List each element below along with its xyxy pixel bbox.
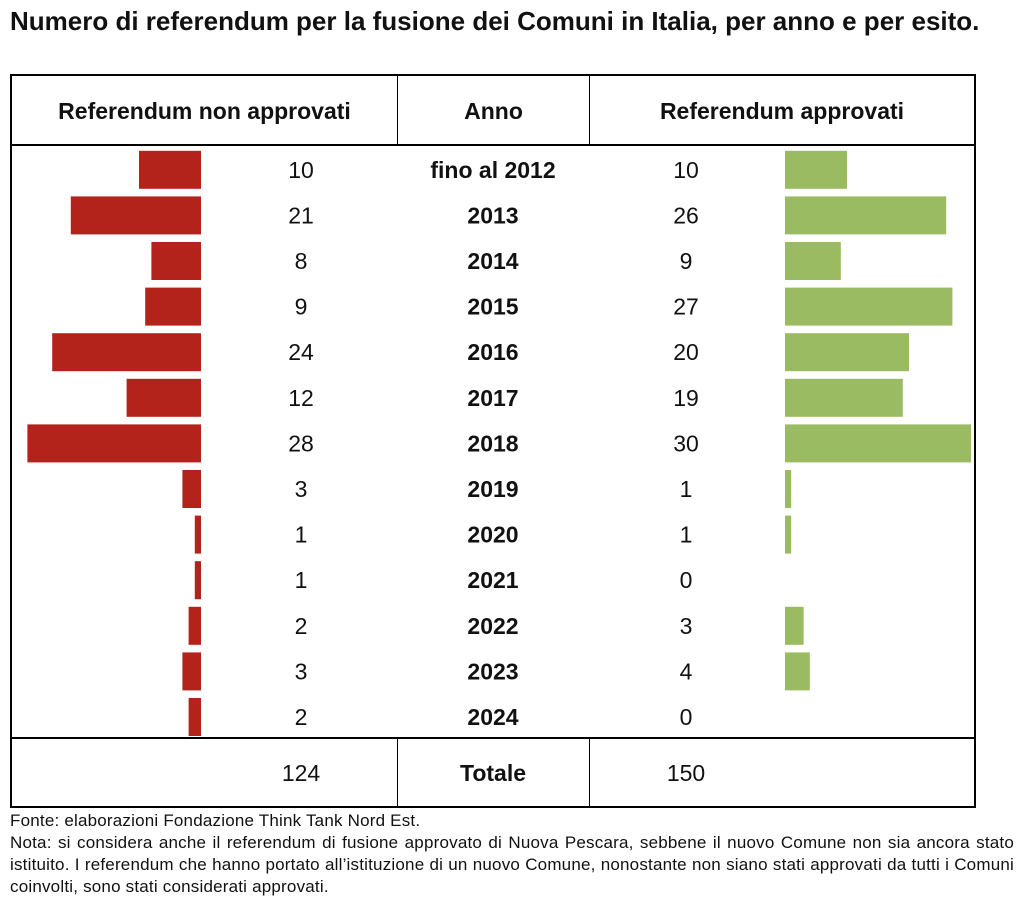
- column-divider-right-totals: [589, 737, 590, 808]
- year-label: 2013: [467, 202, 518, 228]
- value-not-approved: 10: [288, 157, 314, 183]
- value-not-approved: 12: [288, 385, 314, 411]
- value-approved: 26: [673, 202, 699, 228]
- header-divider: [10, 144, 976, 146]
- column-divider-right-header: [589, 74, 590, 146]
- value-approved: 0: [680, 704, 693, 730]
- year-label: 2016: [467, 339, 518, 365]
- year-label: 2021: [467, 567, 518, 593]
- bar-approved: [785, 196, 947, 235]
- value-approved: 9: [680, 248, 693, 274]
- year-label: 2014: [467, 248, 518, 274]
- total-label: Totale: [460, 760, 526, 786]
- value-approved: 0: [680, 567, 693, 593]
- total-approved: 150: [667, 760, 705, 786]
- value-approved: 20: [673, 339, 699, 365]
- bar-approved: [785, 287, 953, 326]
- header-approved: Referendum approvati: [659, 98, 905, 124]
- value-not-approved: 3: [295, 658, 308, 684]
- chart-title: Numero di referendum per la fusione dei …: [10, 6, 980, 36]
- value-approved: 1: [680, 476, 693, 502]
- bar-approved: [785, 150, 847, 189]
- bar-not-approved: [52, 333, 202, 372]
- value-not-approved: 8: [295, 248, 308, 274]
- bar-approved: [785, 333, 909, 372]
- bar-not-approved: [182, 652, 201, 691]
- bar-not-approved: [27, 424, 202, 463]
- bar-approved: [785, 652, 810, 691]
- value-not-approved: 1: [295, 522, 308, 548]
- year-label: 2015: [467, 294, 518, 320]
- bar-not-approved: [194, 515, 201, 554]
- value-not-approved: 2: [295, 613, 308, 639]
- value-approved: 27: [673, 294, 699, 320]
- bar-approved: [785, 242, 841, 280]
- value-not-approved: 21: [288, 202, 314, 228]
- bar-not-approved: [182, 470, 201, 508]
- footnote: Nota: si considera anche il referendum d…: [10, 833, 1014, 896]
- year-label: 2022: [467, 613, 518, 639]
- value-not-approved: 2: [295, 704, 308, 730]
- table-frame: [10, 74, 976, 808]
- column-divider-left-totals: [397, 737, 398, 808]
- value-approved: 19: [673, 385, 699, 411]
- bar-not-approved: [194, 561, 201, 600]
- value-not-approved: 3: [295, 476, 308, 502]
- totals-row: 124 Totale 150: [282, 760, 705, 786]
- source-note: Fonte: elaborazioni Fondazione Think Tan…: [10, 811, 421, 830]
- value-approved: 10: [673, 157, 699, 183]
- year-label: fino al 2012: [430, 157, 555, 183]
- bar-not-approved: [145, 287, 201, 326]
- bar-approved: [785, 378, 903, 417]
- bar-not-approved: [70, 196, 201, 235]
- value-not-approved: 28: [288, 430, 314, 456]
- year-label: 2019: [467, 476, 518, 502]
- bar-approved: [785, 515, 792, 554]
- year-label: 2020: [467, 522, 518, 548]
- column-divider-left-header: [397, 74, 398, 146]
- year-label: 2024: [467, 704, 518, 730]
- bar-not-approved: [139, 150, 201, 189]
- value-approved: 30: [673, 430, 699, 456]
- header-not-approved: Referendum non approvati: [58, 98, 351, 124]
- value-approved: 4: [680, 658, 693, 684]
- bar-not-approved: [188, 698, 201, 736]
- value-approved: 3: [680, 613, 693, 639]
- value-not-approved: 24: [288, 339, 314, 365]
- bar-approved: [785, 424, 971, 463]
- totals-divider: [10, 737, 976, 739]
- value-not-approved: 1: [295, 567, 308, 593]
- header-year: Anno: [464, 98, 523, 124]
- bar-approved: [785, 470, 792, 508]
- year-label: 2023: [467, 658, 518, 684]
- total-not-approved: 124: [282, 760, 321, 786]
- year-label: 2018: [467, 430, 518, 456]
- value-approved: 1: [680, 522, 693, 548]
- footer: Fonte: elaborazioni Fondazione Think Tan…: [10, 810, 1014, 898]
- value-not-approved: 9: [295, 294, 308, 320]
- bar-not-approved: [126, 378, 201, 417]
- bar-approved: [785, 606, 804, 645]
- bar-not-approved: [151, 242, 201, 280]
- year-label: 2017: [467, 385, 518, 411]
- bar-not-approved: [188, 606, 201, 645]
